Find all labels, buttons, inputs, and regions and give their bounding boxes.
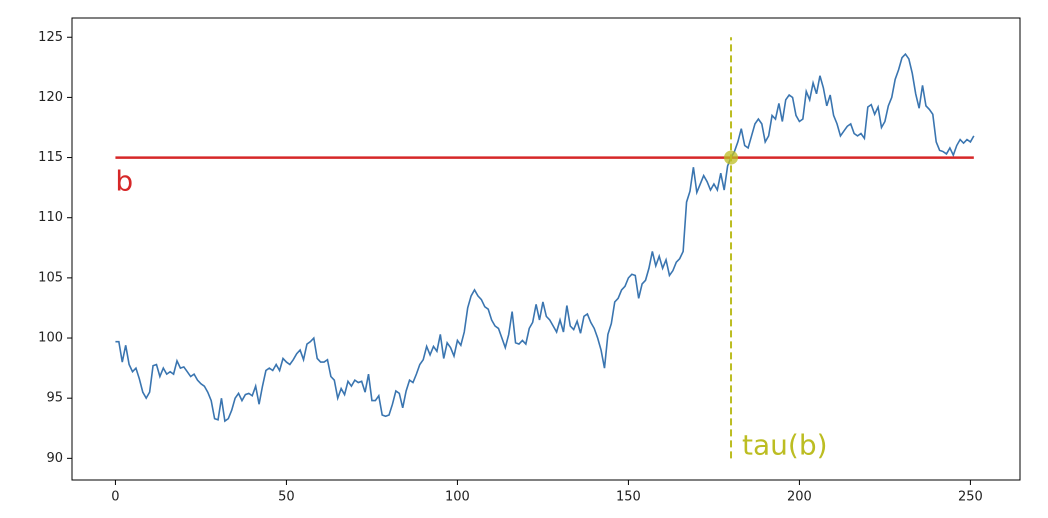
y-tick-label: 120 <box>38 90 63 105</box>
y-tick-label: 90 <box>46 451 63 466</box>
y-tick-label: 125 <box>38 30 63 45</box>
y-tick-label: 105 <box>38 270 63 285</box>
threshold-label: b <box>115 165 133 198</box>
y-tick-label: 110 <box>38 210 63 225</box>
x-tick-label: 150 <box>616 490 641 505</box>
hitting-point <box>724 150 739 165</box>
x-tick-label: 100 <box>445 490 470 505</box>
y-tick-label: 95 <box>46 391 63 406</box>
y-tick-label: 100 <box>38 331 63 346</box>
x-tick-label: 200 <box>787 490 812 505</box>
x-tick-label: 0 <box>111 490 119 505</box>
x-tick-label: 50 <box>278 490 295 505</box>
hitting-time-label: tau(b) <box>742 428 828 461</box>
plot-frame <box>71 17 1021 481</box>
data-line <box>115 52 975 423</box>
x-tick-label: 250 <box>958 490 983 505</box>
y-tick-label: 115 <box>38 150 63 165</box>
